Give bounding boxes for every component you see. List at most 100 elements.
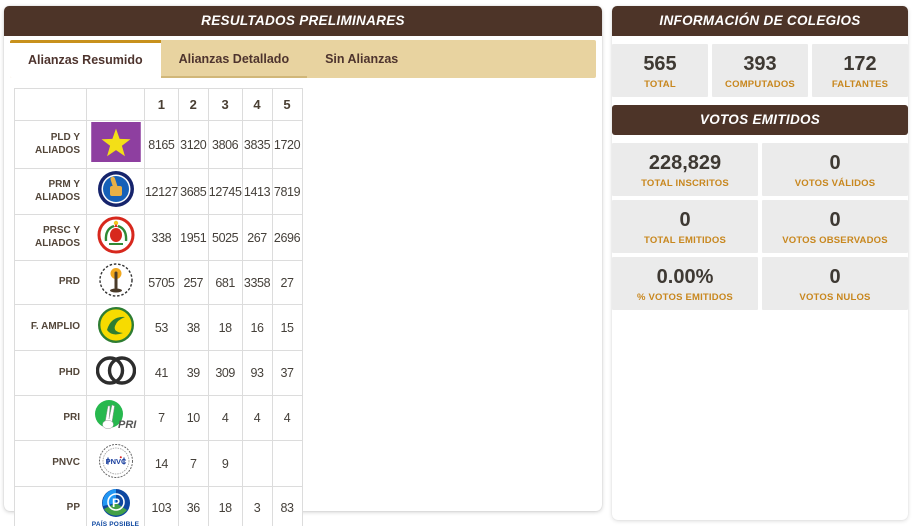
col-header-1: 1 (144, 88, 179, 121)
table-row: PRM Y ALIADOS 12127 3685 12745 1413 7819 (14, 168, 303, 215)
stat-label: FALTANTES (831, 79, 889, 90)
col-header-4: 4 (241, 88, 273, 121)
vote-cell: 2696 (271, 214, 303, 261)
colegios-stats: 565 TOTAL 393 COMPUTADOS 172 FALTANTES (612, 44, 908, 97)
table-row: PRSC Y ALIADOS 338 1951 5025 267 2696 (14, 214, 303, 261)
prsc-rooster-logo (97, 216, 135, 258)
stat-label: VOTOS OBSERVADOS (782, 235, 888, 246)
party-name: PHD (14, 350, 87, 396)
stat-votos-nulos: 0 VOTOS NULOS (762, 257, 908, 310)
votos-panel-title: VOTOS EMITIDOS (612, 105, 908, 135)
table-row: PNVC PNVC 14 7 9 (14, 440, 303, 487)
tab-sin-alianzas[interactable]: Sin Alianzas (325, 52, 399, 66)
table-header-row: 1 2 3 4 5 (14, 88, 303, 121)
stat-faltantes: 172 FALTANTES (812, 44, 908, 97)
vote-cell: 681 (207, 260, 243, 305)
vote-cell: 38 (177, 304, 209, 351)
vote-cell: 12127 (144, 168, 179, 215)
table-row: PP P PAÍS POSIBLE 103 36 18 3 83 (14, 486, 303, 526)
vote-cell: 7 (177, 440, 209, 487)
vote-cell: 1413 (241, 168, 273, 215)
stat-label: VOTOS VÁLIDOS (794, 178, 876, 189)
header-logo-empty (86, 88, 145, 121)
table-row: PRD 5705 257 681 3358 27 (14, 260, 303, 305)
stat-value: 0 (679, 209, 691, 231)
stat-total-colegios: 565 TOTAL (612, 44, 708, 97)
vote-cell: 27 (271, 260, 303, 305)
vote-cell: 3358 (241, 260, 273, 305)
frente-amplio-logo (97, 307, 135, 348)
stat-value: 393 (743, 53, 777, 75)
stat-value: 565 (643, 53, 677, 75)
votos-stats: 228,829 TOTAL INSCRITOS 0 VOTOS VÁLIDOS … (612, 143, 908, 310)
party-name: PNVC (14, 440, 87, 487)
vote-cell: 37 (271, 350, 303, 396)
vote-cell: 3 (241, 486, 273, 526)
stat-label: VOTOS NULOS (799, 292, 871, 303)
svg-text:P: P (111, 496, 119, 510)
table-row: PLD Y ALIADOS 8165 3120 3806 3835 1720 (14, 120, 303, 169)
stat-label: % VOTOS EMITIDOS (637, 292, 733, 303)
stat-value: 228,829 (648, 152, 722, 174)
stat-value: 0 (829, 152, 841, 174)
stat-pct-votos-emitidos: 0.00% % VOTOS EMITIDOS (612, 257, 758, 310)
stat-value: 0 (829, 266, 841, 288)
vote-cell: 1720 (271, 120, 303, 169)
stat-votos-observados: 0 VOTOS OBSERVADOS (762, 200, 908, 253)
vote-cell: 36 (177, 486, 209, 526)
header-party-empty (14, 88, 87, 121)
prm-thumb-logo (97, 171, 135, 212)
vote-cell: 12745 (207, 168, 243, 215)
vote-cell: 18 (207, 304, 243, 351)
table-row: PRI PRI 7 10 4 4 4 (14, 395, 303, 441)
party-name: PRI (14, 395, 87, 441)
vote-cell: 257 (177, 260, 209, 305)
alliances-tab-bar: Alianzas Resumido Alianzas Detallado Sin… (10, 40, 596, 78)
table-row: PHD 41 39 309 93 37 (14, 350, 303, 396)
stat-label: TOTAL INSCRITOS (641, 178, 729, 189)
vote-cell: 3835 (241, 120, 273, 169)
pnvc-seal-logo: PNVC (97, 444, 135, 484)
table-row: F. AMPLIO 53 38 18 16 15 (14, 304, 303, 351)
vote-cell: 9 (207, 440, 243, 487)
vote-cell (241, 440, 273, 487)
stat-votos-validos: 0 VOTOS VÁLIDOS (762, 143, 908, 196)
stat-label: COMPUTADOS (725, 79, 795, 90)
tab-alianzas-detallado[interactable]: Alianzas Detallado (161, 40, 307, 78)
vote-cell: 3806 (207, 120, 243, 169)
party-name: PRM Y ALIADOS (14, 168, 87, 215)
vote-cell: 309 (207, 350, 243, 396)
party-name: PP (14, 486, 87, 526)
vote-cell: 3120 (177, 120, 209, 169)
vote-cell: 53 (144, 304, 179, 351)
party-name: PLD Y ALIADOS (14, 120, 87, 169)
vote-cell: 267 (241, 214, 273, 261)
party-name: F. AMPLIO (14, 304, 87, 351)
vote-cell: 83 (271, 486, 303, 526)
vote-cell: 7 (144, 395, 179, 441)
stat-value: 172 (843, 53, 877, 75)
vote-cell: 41 (144, 350, 179, 396)
party-name: PRSC Y ALIADOS (14, 214, 87, 261)
vote-cell: 7819 (271, 168, 303, 215)
vote-cell: 5705 (144, 260, 179, 305)
vote-cell: 338 (144, 214, 179, 261)
party-name: PRD (14, 260, 87, 305)
vote-cell: 16 (241, 304, 273, 351)
vote-cell: 10 (177, 395, 209, 441)
pri-hand-logo: PRI (93, 400, 139, 438)
vote-cell: 8165 (144, 120, 179, 169)
prd-torch-logo (98, 263, 134, 302)
vote-cell: 18 (207, 486, 243, 526)
stat-value: 0.00% (656, 266, 714, 288)
stat-value: 0 (829, 209, 841, 231)
stat-computados: 393 COMPUTADOS (712, 44, 808, 97)
svg-text:PNVC: PNVC (105, 457, 126, 466)
stat-total-emitidos: 0 TOTAL EMITIDOS (612, 200, 758, 253)
tab-alianzas-resumido[interactable]: Alianzas Resumido (10, 40, 161, 78)
vote-cell: 4 (207, 395, 243, 441)
vote-cell: 103 (144, 486, 179, 526)
pais-posible-caption: PAÍS POSIBLE (91, 521, 140, 526)
vote-cell: 39 (177, 350, 209, 396)
